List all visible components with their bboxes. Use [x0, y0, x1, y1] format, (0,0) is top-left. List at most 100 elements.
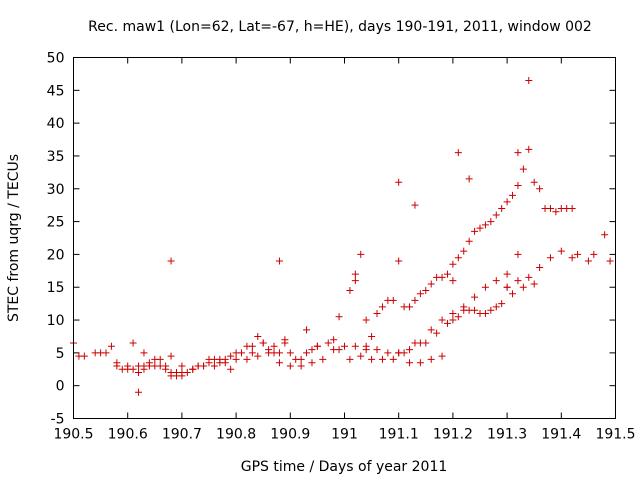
data-point — [449, 260, 457, 268]
data-point — [351, 277, 359, 285]
data-point — [536, 264, 544, 272]
data-point — [416, 290, 424, 298]
data-point — [145, 362, 153, 370]
data-point — [167, 352, 175, 360]
data-point — [384, 349, 392, 357]
data-point — [411, 201, 419, 209]
data-point — [465, 237, 473, 245]
data-point — [454, 254, 462, 262]
data-point — [124, 365, 132, 373]
data-point — [303, 326, 311, 334]
data-point — [471, 306, 479, 314]
y-tick-label: 5 — [56, 346, 65, 362]
x-tick-label: 191 — [331, 427, 358, 443]
data-point — [568, 204, 576, 212]
y-tick-label: 0 — [56, 379, 65, 395]
y-tick-label: 20 — [47, 247, 65, 263]
data-point — [471, 227, 479, 235]
data-point — [509, 191, 517, 199]
data-point — [80, 352, 88, 360]
data-point — [303, 349, 311, 357]
data-point — [248, 349, 256, 357]
x-axis-label: GPS time / Days of year 2011 — [241, 459, 448, 475]
data-point — [210, 362, 218, 370]
data-point — [503, 283, 511, 291]
data-point — [275, 359, 283, 367]
data-point — [254, 332, 262, 340]
data-point — [183, 369, 191, 377]
data-point — [438, 273, 446, 281]
data-point — [286, 349, 294, 357]
data-point — [590, 250, 598, 258]
y-axis-label: STEC from uqrg / TECUs — [6, 154, 22, 322]
data-point — [189, 365, 197, 373]
data-point — [205, 355, 213, 363]
data-point — [546, 254, 554, 262]
data-point — [281, 336, 289, 344]
data-point — [270, 349, 278, 357]
data-point — [178, 362, 186, 370]
data-point — [178, 372, 186, 380]
data-point — [362, 316, 370, 324]
data-point — [308, 346, 316, 354]
data-point — [584, 257, 592, 265]
data-point — [487, 306, 495, 314]
data-point — [373, 309, 381, 317]
data-point — [481, 309, 489, 317]
data-point — [422, 287, 430, 295]
data-point — [270, 342, 278, 350]
x-ticks: 190.5 190.6 190.7 190.8 190.9 191 191.1 191.2 19… — [53, 57, 636, 443]
data-point — [492, 211, 500, 219]
data-point — [525, 273, 533, 281]
data-point — [492, 303, 500, 311]
data-point — [335, 346, 343, 354]
data-point — [454, 149, 462, 157]
data-point — [574, 250, 582, 258]
data-point — [557, 247, 565, 255]
data-point — [308, 359, 316, 367]
x-tick-label: 190.6 — [108, 427, 148, 443]
data-point — [395, 349, 403, 357]
data-point — [481, 283, 489, 291]
data-point — [438, 352, 446, 360]
data-point — [525, 76, 533, 84]
y-tick-label: 45 — [47, 83, 65, 99]
data-point — [449, 277, 457, 285]
data-point — [525, 145, 533, 153]
data-point — [552, 208, 560, 216]
data-point — [492, 277, 500, 285]
data-point — [530, 280, 538, 288]
data-point — [151, 355, 159, 363]
data-point — [416, 359, 424, 367]
data-point — [216, 359, 224, 367]
data-point — [254, 352, 262, 360]
data-point — [503, 270, 511, 278]
data-point — [422, 339, 430, 347]
data-point — [102, 349, 110, 357]
data-point — [351, 270, 359, 278]
data-point — [601, 231, 609, 239]
data-point — [259, 339, 267, 347]
data-point — [378, 355, 386, 363]
data-point — [162, 365, 170, 373]
data-point — [519, 165, 527, 173]
data-point — [140, 365, 148, 373]
data-point — [476, 224, 484, 232]
data-point — [427, 355, 435, 363]
data-point — [238, 349, 246, 357]
data-point — [232, 355, 240, 363]
data-point — [324, 339, 332, 347]
data-point — [227, 352, 235, 360]
data-point — [481, 221, 489, 229]
x-tick-label: 190.9 — [270, 427, 310, 443]
data-point — [346, 287, 354, 295]
y-ticks: -5 0 5 10 15 20 25 30 35 40 45 50 — [47, 51, 616, 428]
data-point — [373, 346, 381, 354]
data-point — [509, 290, 517, 298]
data-point — [406, 346, 414, 354]
data-point — [395, 257, 403, 265]
data-point — [156, 362, 164, 370]
x-tick-label: 191.4 — [541, 427, 581, 443]
data-point — [568, 254, 576, 262]
data-point — [411, 296, 419, 304]
